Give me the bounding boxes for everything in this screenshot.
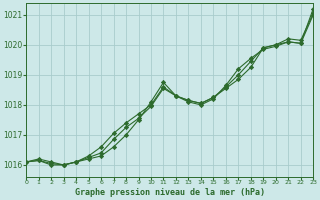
X-axis label: Graphe pression niveau de la mer (hPa): Graphe pression niveau de la mer (hPa): [75, 188, 265, 197]
